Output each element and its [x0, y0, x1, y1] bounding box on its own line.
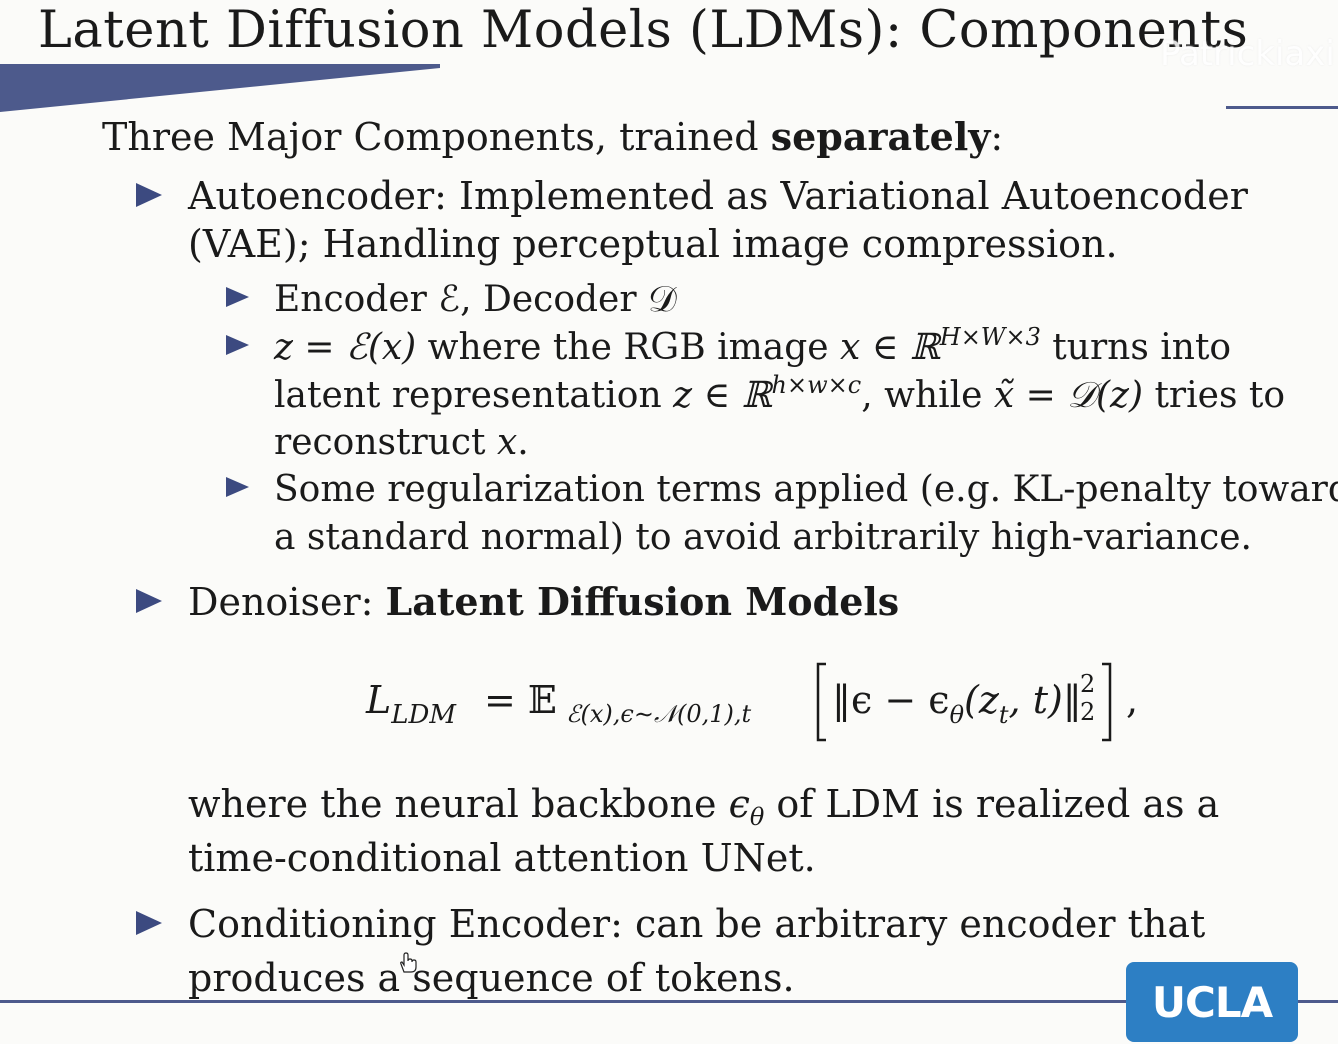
autoencoder-line-1: Autoencoder: Implemented as Variational …: [188, 174, 1248, 218]
denoiser-line: Denoiser: Latent Diffusion Models: [188, 579, 900, 624]
regularization-line-2: a standard normal) to avoid arbitrarily …: [274, 517, 1252, 558]
ucla-logo: UCLA: [1126, 962, 1298, 1042]
watermark-text: Patrickiaxi: [1160, 34, 1335, 74]
title-band: [0, 64, 440, 112]
right-bracket: [1102, 662, 1112, 742]
backbone-line-1: where the neural backbone ϵθ of LDM is r…: [188, 782, 1220, 831]
slide-title: Latent Diffusion Models (LDMs): Componen…: [38, 1, 1249, 60]
intro-emphasis: separately: [770, 114, 991, 159]
sub-bullet-triangle-icon: [226, 335, 249, 355]
footer-rule: [0, 1000, 1338, 1003]
encoder-decoder-line: Encoder ℰ, Decoder 𝒟: [274, 279, 677, 320]
conditioning-line-1: Conditioning Encoder: can be arbitrary e…: [188, 902, 1206, 946]
bullet-triangle-icon: [136, 911, 162, 935]
sub-bullet-triangle-icon: [226, 287, 249, 307]
hand-cursor-icon: [400, 952, 417, 973]
left-bracket: [816, 662, 826, 742]
ldm-loss-equation: LLDM = 𝔼 ℰ(x),ϵ∼𝒩(0,1),t ‖ϵ − ϵθ(zt, t)‖…: [366, 660, 1146, 750]
header-rule: [1226, 106, 1338, 109]
latent-mapping-line-2: latent representation z ∈ ℝh×w×c, while …: [274, 371, 1285, 416]
intro-line: Three Major Components, trained separate…: [102, 114, 1004, 159]
backbone-line-2: time-conditional attention UNet.: [188, 836, 816, 880]
autoencoder-line-2: (VAE); Handling perceptual image compres…: [188, 222, 1118, 266]
denoiser-emphasis: Latent Diffusion Models: [385, 579, 900, 624]
latent-mapping-line-1: z = ℰ(x) where the RGB image x ∈ ℝH×W×3 …: [274, 323, 1232, 368]
sub-bullet-triangle-icon: [226, 477, 249, 497]
latent-mapping-line-3: reconstruct x.: [274, 422, 529, 463]
bullet-triangle-icon: [136, 589, 162, 613]
regularization-line-1: Some regularization terms applied (e.g. …: [274, 469, 1338, 510]
conditioning-line-2: produces a sequence of tokens.: [188, 956, 795, 1000]
bullet-triangle-icon: [136, 183, 162, 207]
